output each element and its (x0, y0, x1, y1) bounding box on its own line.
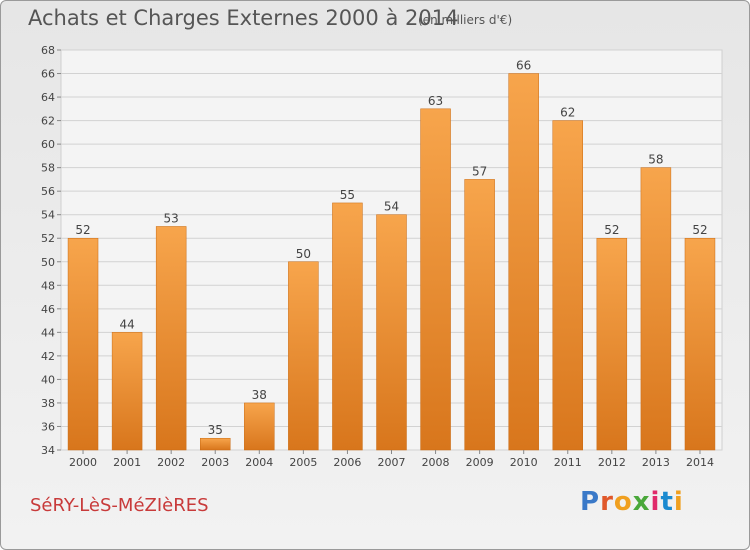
x-tick-label-2010: 2010 (510, 456, 538, 469)
data-label-2004: 38 (252, 388, 267, 402)
x-tick-label-2006: 2006 (333, 456, 361, 469)
data-label-2005: 50 (296, 247, 311, 261)
y-tick-label: 34 (41, 444, 55, 457)
y-tick-label: 50 (41, 256, 55, 269)
y-tick-label: 56 (41, 185, 55, 198)
bar-2014 (684, 237, 716, 451)
x-tick-label-2001: 2001 (113, 456, 141, 469)
bar-2013 (640, 167, 672, 451)
data-label-2014: 52 (692, 223, 707, 237)
x-tick-label-2011: 2011 (554, 456, 582, 469)
y-tick-label: 58 (41, 162, 55, 175)
logo-letter: P (580, 487, 601, 517)
data-label-2010: 66 (516, 59, 531, 73)
logo-letter: r (600, 487, 614, 517)
x-tick-label-2013: 2013 (642, 456, 670, 469)
y-tick-label: 60 (41, 138, 55, 151)
y-tick-label: 66 (41, 68, 55, 81)
y-tick-label: 52 (41, 232, 55, 245)
chart-subtitle: (en milliers d'€) (418, 13, 513, 27)
data-label-2013: 58 (648, 153, 663, 167)
bar-2011 (552, 120, 583, 451)
logo-letter: o (613, 487, 633, 517)
data-label-2003: 35 (208, 423, 223, 437)
data-label-2001: 44 (119, 317, 134, 331)
bar-2008 (420, 108, 451, 451)
logo-letter: i (673, 487, 684, 517)
x-tick-label-2000: 2000 (69, 456, 97, 469)
y-tick-label: 46 (41, 303, 55, 316)
y-tick-label: 44 (41, 326, 55, 339)
data-label-2000: 52 (75, 223, 90, 237)
y-tick-label: 64 (41, 91, 55, 104)
bar-2005 (288, 261, 319, 451)
x-tick-label-2012: 2012 (598, 456, 626, 469)
commune-name: SéRY-LèS-MéZIèRES (30, 495, 209, 516)
data-label-2007: 54 (384, 200, 399, 214)
x-tick-label-2007: 2007 (378, 456, 406, 469)
bar-2010 (508, 73, 539, 451)
y-tick-label: 42 (41, 350, 55, 363)
data-label-2012: 52 (604, 223, 619, 237)
x-tick-label-2004: 2004 (245, 456, 273, 469)
y-tick-label: 38 (41, 397, 55, 410)
y-tick-label: 36 (41, 420, 55, 433)
y-tick-label: 68 (41, 44, 55, 57)
data-label-2002: 53 (164, 211, 179, 225)
bar-2012 (596, 237, 628, 451)
x-tick-label-2008: 2008 (422, 456, 450, 469)
data-label-2006: 55 (340, 188, 355, 202)
logo-letter: x (632, 487, 651, 517)
x-tick-label-2003: 2003 (201, 456, 229, 469)
x-tick-label-2005: 2005 (289, 456, 317, 469)
chart-title: Achats et Charges Externes 2000 à 2014 (28, 6, 459, 30)
x-tick-label-2014: 2014 (686, 456, 714, 469)
x-tick-label-2009: 2009 (466, 456, 494, 469)
bar-2007 (376, 214, 407, 451)
y-tick-label: 54 (41, 209, 55, 222)
bar-2001 (111, 332, 143, 451)
proxiti-logo: Proxiti (580, 487, 684, 517)
bar-2004 (244, 402, 275, 451)
bar-2006 (332, 202, 363, 451)
y-tick-label: 62 (41, 115, 55, 128)
y-tick-label: 48 (41, 279, 55, 292)
data-label-2009: 57 (472, 164, 487, 178)
data-label-2011: 62 (560, 106, 575, 120)
bar-2002 (155, 226, 187, 451)
logo-letter: i (650, 487, 661, 517)
bar-2009 (464, 179, 495, 451)
bar-2000 (67, 237, 99, 451)
logo-letter: t (660, 487, 674, 517)
bar-2003 (200, 437, 231, 451)
y-tick-label: 40 (41, 373, 55, 386)
x-tick-label-2002: 2002 (157, 456, 185, 469)
data-label-2008: 63 (428, 94, 443, 108)
